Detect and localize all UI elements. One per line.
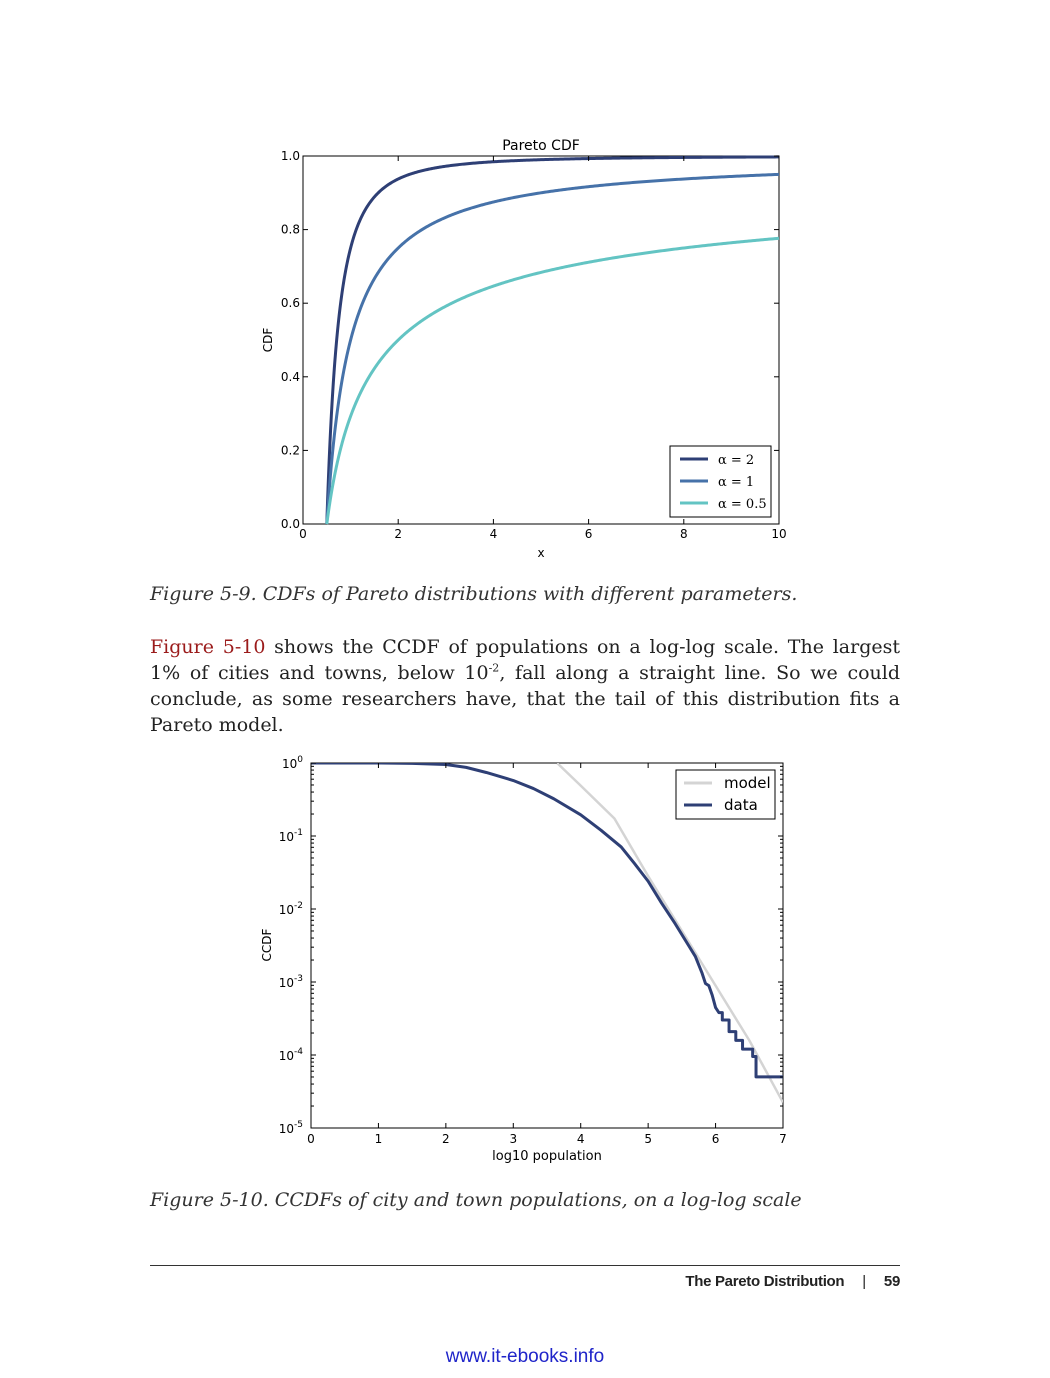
x-tick-label: 7 — [779, 1132, 787, 1146]
pareto-cdf-chart: 0 2 4 6 8 10 0.0 0.2 0.4 0.6 0.8 1.0 Pareto CDF x C… — [261, 138, 787, 560]
y-tick-label: 10-1 — [279, 828, 303, 844]
legend-label-alpha-2: α = 2 — [718, 453, 754, 468]
x-tick-label: 8 — [680, 527, 688, 541]
figure-caption-5-10: Figure 5-10. CCDFs of city and town popu… — [150, 1189, 802, 1211]
y-tick-label: 0.6 — [281, 296, 300, 310]
y-tick-label: 10-4 — [279, 1047, 304, 1063]
x-tick-label: 10 — [771, 527, 786, 541]
y-tick-label: 10-3 — [279, 974, 303, 990]
y-axis-label: CCDF — [260, 928, 274, 961]
y-tick-label: 100 — [282, 755, 303, 771]
x-tick-label: 6 — [712, 1132, 720, 1146]
series-line-model — [556, 763, 783, 1104]
x-tick-label: 1 — [375, 1132, 383, 1146]
x-tick-label: 4 — [490, 527, 498, 541]
y-tick-label: 10-2 — [279, 901, 303, 917]
paragraph-exponent: -2 — [488, 661, 500, 675]
website-link[interactable]: www.it-ebooks.info — [445, 1346, 605, 1367]
legend: α = 2 α = 1 α = 0.5 — [669, 445, 772, 518]
x-tick-label: 2 — [394, 527, 402, 541]
y-tick-label: 1.0 — [281, 149, 300, 163]
legend-label-model: model — [724, 774, 771, 792]
legend-box — [675, 769, 776, 820]
paragraph-text-a: shows the CCDF of populations on a log-l… — [150, 636, 900, 684]
x-tick-label: 0 — [299, 527, 307, 541]
series-line-1 — [325, 172, 780, 525]
legend-label-alpha-1: α = 1 — [718, 475, 754, 490]
x-tick-label: 3 — [509, 1132, 517, 1146]
figure-cross-reference-link[interactable]: Figure 5-10 — [150, 636, 266, 658]
page-footer: The Pareto Distribution | 59 — [685, 1273, 900, 1290]
ccdf-population-chart: 0 1 2 3 4 5 6 7 100 10-1 10-2 10-3 10-4 10-5 log10 po… — [260, 755, 787, 1164]
legend-label-alpha-0-5: α = 0.5 — [718, 497, 767, 512]
y-axis-label: CDF — [261, 328, 275, 353]
plot-frame — [310, 762, 784, 1129]
legend: model data — [675, 769, 776, 820]
y-tick-label: 10-5 — [279, 1120, 303, 1136]
x-tick-label: 4 — [577, 1132, 585, 1146]
y-tick-label: 0.2 — [281, 443, 300, 457]
axis-ticks: 0 2 4 6 8 10 0.0 0.2 0.4 0.6 0.8 1.0 — [281, 149, 787, 541]
y-tick-label: 0.0 — [281, 517, 300, 531]
legend-label-data: data — [724, 796, 758, 814]
y-tick-label: 0.4 — [281, 370, 300, 384]
x-tick-label: 0 — [307, 1132, 315, 1146]
footer-rule — [150, 1265, 900, 1266]
x-tick-label: 5 — [644, 1132, 652, 1146]
x-axis-label: log10 population — [492, 1149, 602, 1164]
running-head: The Pareto Distribution — [685, 1273, 845, 1290]
figure-caption-5-9: Figure 5-9. CDFs of Pareto distributions… — [150, 583, 798, 605]
axis-ticks: 0 1 2 3 4 5 6 7 100 10-1 10-2 10-3 10-4 10-5 — [279, 755, 787, 1146]
x-tick-label: 6 — [585, 527, 593, 541]
series-line-0 — [325, 155, 780, 525]
series-line-2 — [325, 236, 780, 525]
y-tick-label: 0.8 — [281, 223, 300, 237]
x-tick-label: 2 — [442, 1132, 450, 1146]
series-group — [311, 763, 783, 1104]
paragraph-text-b: , fall along a straight line. So we coul… — [150, 662, 900, 736]
page-number: 59 — [883, 1273, 900, 1290]
x-axis-label: x — [537, 546, 544, 560]
series-group — [325, 155, 780, 525]
body-paragraph: Figure 5-10 shows the CCDF of population… — [150, 634, 900, 738]
chart-title: Pareto CDF — [502, 138, 580, 154]
footer-separator: | — [862, 1273, 866, 1290]
series-line-data — [311, 763, 783, 1079]
